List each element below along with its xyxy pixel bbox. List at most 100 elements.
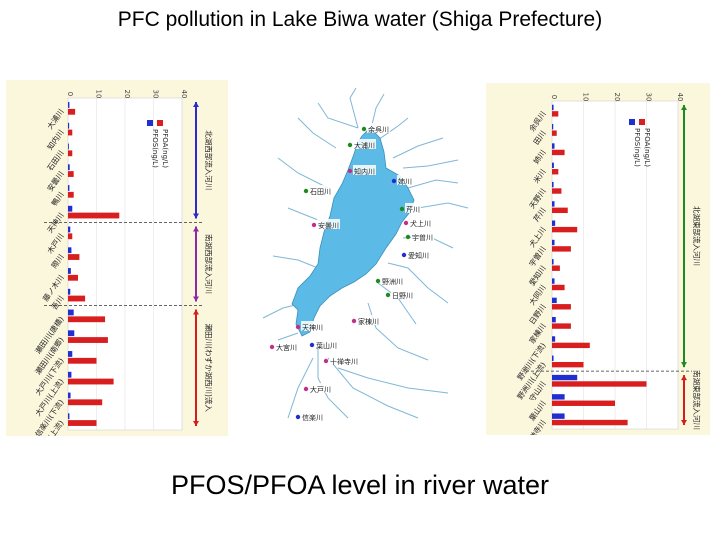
sampling-point — [399, 206, 405, 212]
bar-pfoa — [552, 342, 590, 349]
bar-pfoa — [552, 188, 562, 194]
bar-pfos — [552, 181, 554, 188]
map-label-bg — [381, 275, 404, 285]
bar-pfoa — [68, 316, 106, 323]
map-place-label: 余呉川 — [368, 125, 389, 134]
bar-pfoa — [68, 108, 76, 115]
map-place-label: 知内川 — [354, 167, 375, 176]
legend-swatch — [157, 120, 163, 126]
map-place-label: 野洲川 — [382, 278, 403, 286]
sampling-point — [347, 168, 353, 174]
legend-swatch — [629, 119, 635, 125]
map-label-bg — [309, 383, 332, 393]
bar-pfos — [552, 278, 555, 284]
legend-label: PFOA(ng/L) — [161, 129, 169, 168]
category-label: 葉山川 — [527, 398, 548, 422]
sampling-point — [295, 414, 301, 420]
bar-pfoa — [68, 191, 74, 198]
x-tick-label: 40 — [676, 93, 684, 102]
map-place-label: 日野川 — [392, 292, 413, 300]
bar-pfos — [552, 239, 555, 246]
region-label: 北湖東部流入河川 — [692, 206, 702, 266]
bar-pfos — [68, 205, 73, 212]
map-label-bg — [353, 165, 376, 175]
category-label: 家棟川 — [527, 321, 548, 345]
sampling-point — [385, 292, 391, 298]
bar-pfoa — [68, 378, 114, 385]
sampling-point — [311, 222, 317, 228]
legend-label: PFOS(ng/L) — [151, 129, 159, 168]
sampling-point — [401, 252, 407, 258]
sampling-point — [375, 278, 381, 284]
bar-pfos — [68, 247, 72, 254]
category-label: 木戸川 — [45, 231, 66, 255]
sampling-point — [309, 342, 315, 348]
bar-pfos — [552, 143, 555, 149]
category-label: 知内川 — [45, 128, 66, 152]
category-label: 日野川 — [527, 303, 547, 327]
map-label-bg — [411, 231, 434, 241]
bar-pfoa — [552, 265, 560, 271]
bar-pfoa — [68, 129, 73, 136]
map-label-bg — [357, 315, 380, 325]
legend-label: PFOA(ng/L) — [643, 128, 651, 167]
map-place-label: 家棟川 — [358, 317, 379, 326]
bar-pfoa — [552, 381, 647, 387]
x-tick-label: 0 — [550, 95, 558, 99]
x-tick-label: 10 — [582, 93, 590, 102]
bar-pfos — [552, 162, 554, 169]
right-chart: 0 10 20 30 40余呉川田川姉川米川天野川芹川犬上川宇曽川愛知川大同川日野川家棟… — [515, 93, 702, 449]
left-chart-panel: 0 10 20 30 40 大浦川 知内川 石田川 安曇川 鴨川 天神川 木戸川 際川 藤ノ木川 吾川 瀬田川… — [6, 80, 228, 459]
region-label: 南湖東部流入河川 — [692, 370, 702, 430]
map-label-bg — [329, 355, 359, 365]
region-arrow-head — [681, 362, 687, 368]
bar-pfoa — [552, 246, 571, 252]
category-label: 安曇川 — [45, 169, 66, 193]
bar-pfos — [552, 336, 556, 342]
bar-pfos — [68, 330, 75, 337]
bar-pfos — [68, 392, 71, 399]
region-arrow-head — [193, 421, 199, 426]
sampling-point — [391, 178, 397, 184]
map-place-label: 石田川 — [310, 188, 331, 196]
category-label: 天野川 — [527, 187, 547, 211]
x-tick-label: 30 — [645, 93, 653, 102]
sampling-point — [361, 126, 367, 132]
category-label: 愛知川 — [527, 263, 548, 287]
sampling-point — [403, 220, 409, 226]
bar-pfos — [552, 104, 554, 111]
map-place-label: 犬上川 — [410, 219, 431, 228]
map-label-bg — [353, 139, 376, 149]
bar-pfos — [68, 164, 70, 171]
sampling-point — [351, 318, 357, 324]
region-arrow-head — [681, 420, 687, 425]
sampling-point — [269, 344, 275, 350]
region-arrow-head — [193, 226, 199, 232]
region-label: 北湖西部流入河川 — [204, 130, 214, 190]
region-label: 南湖西部流入河川 — [204, 234, 214, 294]
x-tick-label: 0 — [66, 92, 74, 96]
bar-pfoa — [552, 304, 571, 310]
bar-pfoa — [552, 361, 584, 368]
page-title: PFC pollution in Lake Biwa water (Shiga … — [117, 8, 603, 31]
right-chart-panel: 0 10 20 30 40 余呉川 田川 姉川 米川 天野川 芹川 犬上川 宇曽川 愛知川 大同川 日野川 家棟… — [486, 83, 710, 449]
map-label-bg — [391, 289, 414, 299]
bar-pfoa — [68, 399, 103, 406]
region-arrow-head — [193, 102, 199, 107]
bar-pfos — [552, 394, 565, 400]
region-arrow-head — [193, 296, 199, 302]
map-label-bg — [409, 217, 432, 227]
map-place-label: 愛知川 — [408, 251, 429, 260]
bar-pfos — [68, 371, 72, 378]
map-place-label: 大宮川 — [276, 343, 297, 352]
region-arrow-head — [681, 105, 687, 110]
map-place-label: 天神川 — [302, 323, 323, 332]
sampling-point — [303, 188, 309, 194]
bar-pfos — [68, 143, 69, 150]
x-tick-label: 20 — [123, 90, 131, 99]
bar-pfos — [552, 374, 578, 381]
bar-pfoa — [68, 233, 73, 240]
map-label-bg — [407, 249, 430, 259]
map-label-bg — [405, 203, 421, 213]
